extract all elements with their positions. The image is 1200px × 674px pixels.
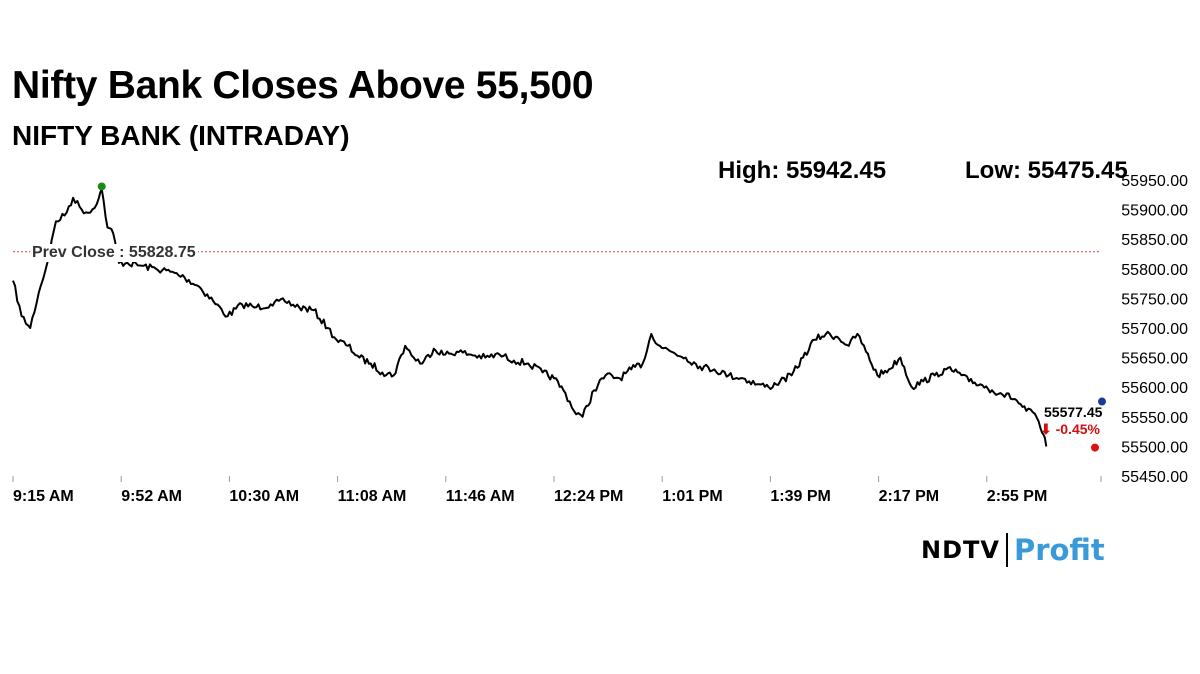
y-tick-label: 55950.00 — [1121, 173, 1188, 190]
chart-subtitle: NIFTY BANK (INTRADAY) — [12, 120, 350, 151]
x-tick-label: 11:08 AM — [338, 488, 407, 505]
x-tick-label: 9:52 AM — [121, 488, 182, 505]
profit-logo-text: Profit — [1013, 533, 1105, 567]
x-tick-label: 2:55 PM — [987, 488, 1047, 505]
logo-divider — [1005, 533, 1008, 567]
y-axis: 55450.00 55500.00 55550.00 55600.00 55650.00… — [1121, 173, 1188, 486]
change-label: ⬇ -0.45% — [1040, 421, 1100, 437]
x-tick-label: 11:46 AM — [446, 488, 515, 505]
y-tick-label: 55850.00 — [1121, 232, 1188, 249]
y-tick-label: 55500.00 — [1121, 439, 1188, 456]
y-tick-label: 55600.00 — [1121, 380, 1188, 397]
low-marker — [1091, 443, 1099, 452]
x-tick-label: 1:01 PM — [662, 488, 722, 505]
y-tick-label: 55550.00 — [1121, 410, 1188, 427]
x-tick-label: 2:17 PM — [879, 488, 939, 505]
y-tick-label: 55800.00 — [1121, 262, 1188, 279]
high-marker — [97, 182, 106, 191]
x-tick-label: 1:39 PM — [770, 488, 830, 505]
last-marker — [1098, 397, 1106, 406]
y-tick-label: 55700.00 — [1121, 321, 1188, 338]
x-tick-label: 9:15 AM — [13, 488, 74, 505]
x-tick-label: 10:30 AM — [229, 488, 299, 505]
price-line — [12, 187, 1048, 447]
x-axis: 9:15 AM 9:52 AM 10:30 AM 11:08 AM 11:46 AM 12… — [12, 476, 1102, 505]
high-label: High: 55942.45 — [718, 157, 887, 184]
y-tick-label: 55450.00 — [1121, 469, 1188, 486]
y-tick-label: 55650.00 — [1121, 351, 1188, 368]
ndtv-profit-logo: NDTV Profit — [921, 532, 1105, 568]
ndtv-logo-text: NDTV — [921, 536, 1000, 564]
chart-title: Nifty Bank Closes Above 55,500 — [12, 64, 594, 107]
y-tick-label: 55900.00 — [1121, 203, 1188, 220]
prev-close-label: Prev Close : 55828.75 — [30, 244, 198, 262]
low-label: Low: 55475.45 — [965, 157, 1128, 184]
x-tick-label: 12:24 PM — [554, 488, 623, 505]
y-tick-label: 55750.00 — [1121, 291, 1188, 308]
last-value-label: 55577.45 — [1044, 404, 1103, 420]
